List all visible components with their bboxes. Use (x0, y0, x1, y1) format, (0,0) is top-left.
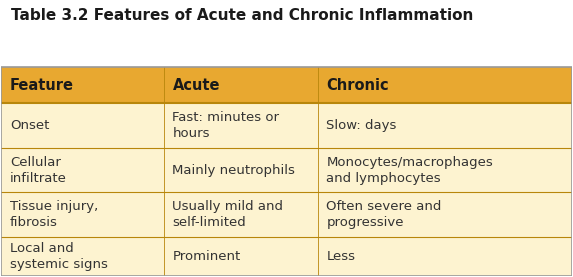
Text: Monocytes/macrophages
and lymphocytes: Monocytes/macrophages and lymphocytes (327, 156, 493, 185)
Text: Cellular
infiltrate: Cellular infiltrate (10, 156, 67, 185)
Text: Mainly neutrophils: Mainly neutrophils (172, 164, 295, 177)
Text: Acute: Acute (172, 78, 220, 93)
FancyBboxPatch shape (1, 237, 572, 276)
FancyBboxPatch shape (1, 192, 572, 237)
Text: Table 3.2 Features of Acute and Chronic Inflammation: Table 3.2 Features of Acute and Chronic … (11, 8, 474, 23)
Text: Onset: Onset (10, 119, 49, 132)
Text: Less: Less (327, 250, 355, 263)
Text: Slow: days: Slow: days (327, 119, 397, 132)
Text: Fast: minutes or
hours: Fast: minutes or hours (172, 111, 280, 140)
FancyBboxPatch shape (1, 148, 572, 192)
Text: Chronic: Chronic (327, 78, 389, 93)
Text: Feature: Feature (10, 78, 74, 93)
FancyBboxPatch shape (1, 67, 572, 103)
Text: Local and
systemic signs: Local and systemic signs (10, 242, 108, 271)
FancyBboxPatch shape (1, 103, 572, 148)
Text: Usually mild and
self-limited: Usually mild and self-limited (172, 200, 284, 229)
Text: Often severe and
progressive: Often severe and progressive (327, 200, 442, 229)
Text: Tissue injury,
fibrosis: Tissue injury, fibrosis (10, 200, 98, 229)
Text: Prominent: Prominent (172, 250, 241, 263)
